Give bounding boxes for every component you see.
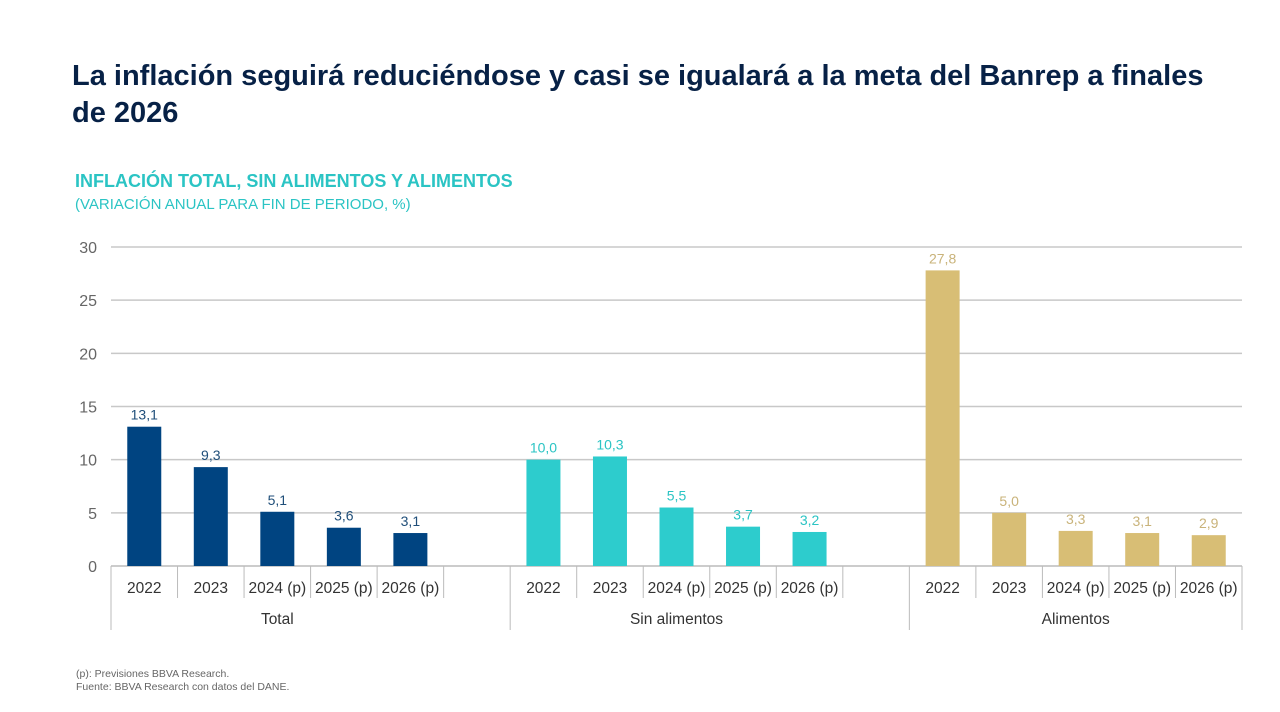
x-tick-label: 2025 (p) <box>315 580 373 597</box>
bar <box>992 512 1027 566</box>
x-tick-label: 2025 (p) <box>1113 580 1171 597</box>
bar <box>193 467 228 566</box>
x-tick-label: 2026 (p) <box>1180 580 1238 597</box>
data-label: 5,5 <box>667 488 687 504</box>
bar <box>1058 530 1093 566</box>
x-tick-label: 2023 <box>992 580 1026 597</box>
x-tick-label: 2022 <box>925 580 959 597</box>
y-tick-label: 30 <box>79 240 97 257</box>
bar <box>925 270 960 566</box>
x-tick-label: 2024 (p) <box>248 580 306 597</box>
x-tick-label: 2025 (p) <box>714 580 772 597</box>
data-label: 27,8 <box>929 250 956 266</box>
forecast-note: (p): Previsiones BBVA Research. <box>76 668 230 680</box>
bar <box>393 533 428 566</box>
y-tick-label: 25 <box>79 293 97 310</box>
bar <box>260 511 295 566</box>
x-tick-label: 2024 (p) <box>1047 580 1105 597</box>
bar <box>127 426 162 566</box>
group-label: Sin alimentos <box>630 611 723 628</box>
data-label: 3,2 <box>800 512 820 528</box>
x-tick-label: 2026 (p) <box>781 580 839 597</box>
data-label: 5,0 <box>999 493 1019 509</box>
bar <box>659 507 694 566</box>
bar <box>726 526 761 566</box>
bar <box>326 527 361 566</box>
data-label: 9,3 <box>201 447 221 463</box>
data-label: 10,3 <box>596 436 623 452</box>
bar <box>1191 535 1226 566</box>
y-tick-label: 10 <box>79 453 97 470</box>
group-label: Total <box>261 611 294 628</box>
page-title: La inflación seguirá reduciéndose y casi… <box>72 60 1204 129</box>
x-tick-label: 2024 (p) <box>648 580 706 597</box>
data-label: 3,7 <box>733 507 753 523</box>
footnotes: (p): Previsiones BBVA Research. Fuente: … <box>76 668 289 694</box>
data-label: 3,3 <box>1066 511 1086 527</box>
x-tick-label: 2022 <box>526 580 560 597</box>
y-tick-label: 15 <box>79 400 97 417</box>
source-note: Fuente: BBVA Research con datos del DANE… <box>76 681 290 693</box>
data-label: 3,1 <box>1132 513 1152 529</box>
data-label: 13,1 <box>131 407 158 423</box>
chart-title: INFLACIÓN TOTAL, SIN ALIMENTOS Y ALIMENT… <box>75 171 513 191</box>
x-tick-label: 2026 (p) <box>382 580 440 597</box>
y-tick-label: 0 <box>88 559 97 576</box>
y-tick-label: 5 <box>88 506 97 523</box>
data-label: 5,1 <box>268 492 288 508</box>
bar <box>526 459 561 566</box>
data-label: 3,6 <box>334 508 354 524</box>
bar <box>792 531 827 566</box>
x-tick-label: 2022 <box>127 580 161 597</box>
data-label: 10,0 <box>530 440 557 456</box>
data-label: 3,1 <box>401 513 421 529</box>
bar <box>1125 533 1160 566</box>
x-tick-label: 2023 <box>194 580 228 597</box>
y-tick-label: 20 <box>79 346 97 363</box>
x-tick-label: 2023 <box>593 580 627 597</box>
group-label: Alimentos <box>1042 611 1110 628</box>
data-label: 2,9 <box>1199 515 1219 531</box>
chart-subtitle: (VARIACIÓN ANUAL PARA FIN DE PERIODO, %) <box>75 196 411 213</box>
bar <box>592 456 627 566</box>
